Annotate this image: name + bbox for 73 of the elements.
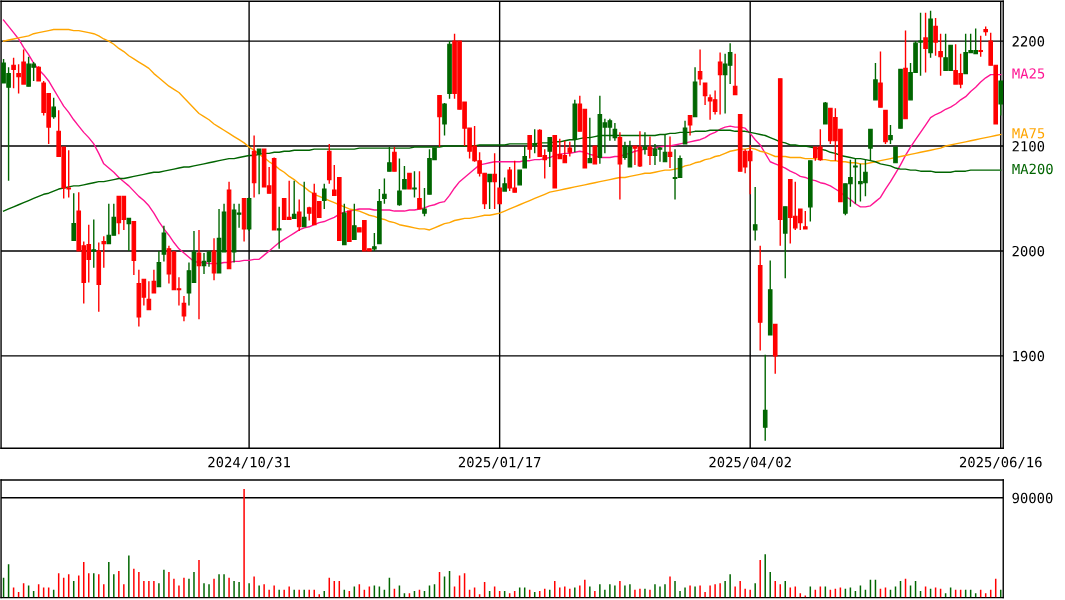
candlestick bbox=[687, 114, 693, 137]
candlestick bbox=[647, 135, 653, 166]
candlestick bbox=[296, 198, 302, 232]
x-tick-label: 2025/06/16 bbox=[959, 456, 1042, 469]
candlestick bbox=[918, 12, 923, 77]
y-tick-label: 1900 bbox=[1013, 350, 1045, 362]
candlestick bbox=[161, 225, 167, 263]
candlestick bbox=[547, 136, 553, 168]
candlestick bbox=[382, 177, 387, 205]
candlestick bbox=[321, 183, 327, 210]
candlestick bbox=[437, 94, 442, 148]
candlestick bbox=[71, 192, 77, 242]
line-series bbox=[2, 28, 1002, 231]
candlestick bbox=[106, 203, 112, 245]
candlestick bbox=[181, 295, 187, 322]
candlestick bbox=[747, 144, 753, 195]
candlestick bbox=[11, 57, 16, 89]
candlestick bbox=[422, 187, 427, 218]
candlestick bbox=[522, 145, 528, 169]
candlestick bbox=[853, 157, 858, 205]
candlestick bbox=[51, 97, 56, 120]
x-tick-label: 2025/04/02 bbox=[709, 456, 791, 469]
candlestick bbox=[657, 146, 663, 163]
candlestick bbox=[873, 62, 878, 101]
y-tick-label: 2000 bbox=[1012, 245, 1045, 257]
x-tick-label: 2024/10/31 bbox=[208, 456, 290, 469]
candlestick bbox=[6, 66, 11, 182]
candlestick bbox=[101, 235, 107, 269]
candlestick bbox=[392, 146, 397, 172]
candlestick bbox=[797, 208, 803, 231]
series-label: MA25 bbox=[1012, 68, 1045, 79]
candlestick bbox=[126, 217, 132, 252]
y-tick-label: 2100 bbox=[1012, 141, 1045, 152]
candlestick bbox=[637, 130, 643, 168]
series-label: MA200 bbox=[1012, 163, 1053, 175]
candlestick bbox=[146, 280, 152, 311]
candlestick bbox=[727, 42, 733, 85]
candlestick bbox=[301, 180, 307, 228]
candlestick bbox=[933, 17, 938, 57]
candlestick bbox=[938, 33, 943, 77]
candlestick bbox=[998, 80, 1004, 117]
candlestick bbox=[492, 152, 497, 210]
y-tick-label: 90000 bbox=[1012, 492, 1053, 504]
candlestick bbox=[978, 35, 983, 58]
candlestick bbox=[397, 157, 402, 207]
candlestick bbox=[702, 82, 708, 106]
candlestick bbox=[387, 146, 392, 172]
candlestick bbox=[402, 165, 407, 190]
candlestick bbox=[286, 179, 292, 221]
candlestick bbox=[291, 179, 297, 220]
candlestick bbox=[417, 170, 422, 210]
candlestick bbox=[487, 173, 492, 210]
candlestick bbox=[717, 51, 723, 116]
candlestick bbox=[352, 203, 357, 241]
candlestick bbox=[442, 102, 447, 137]
candlestick bbox=[196, 229, 202, 320]
candlestick bbox=[923, 12, 928, 74]
candlestick bbox=[632, 145, 638, 166]
candlestick bbox=[732, 52, 738, 96]
series-label: MA75 bbox=[1012, 128, 1045, 139]
candlestick bbox=[627, 140, 633, 168]
candlestick bbox=[752, 186, 758, 242]
candlestick bbox=[412, 170, 417, 199]
x-tick-label: 2025/01/17 bbox=[458, 456, 541, 469]
candlestick bbox=[532, 128, 538, 155]
y-tick-label: 2200 bbox=[1012, 36, 1045, 47]
candlestick bbox=[527, 134, 533, 160]
candlestick bbox=[276, 206, 282, 250]
candlestick bbox=[762, 354, 768, 442]
candlestick bbox=[256, 148, 262, 195]
candlestick bbox=[211, 237, 217, 282]
candlestick bbox=[91, 218, 97, 269]
candlestick bbox=[888, 124, 893, 145]
